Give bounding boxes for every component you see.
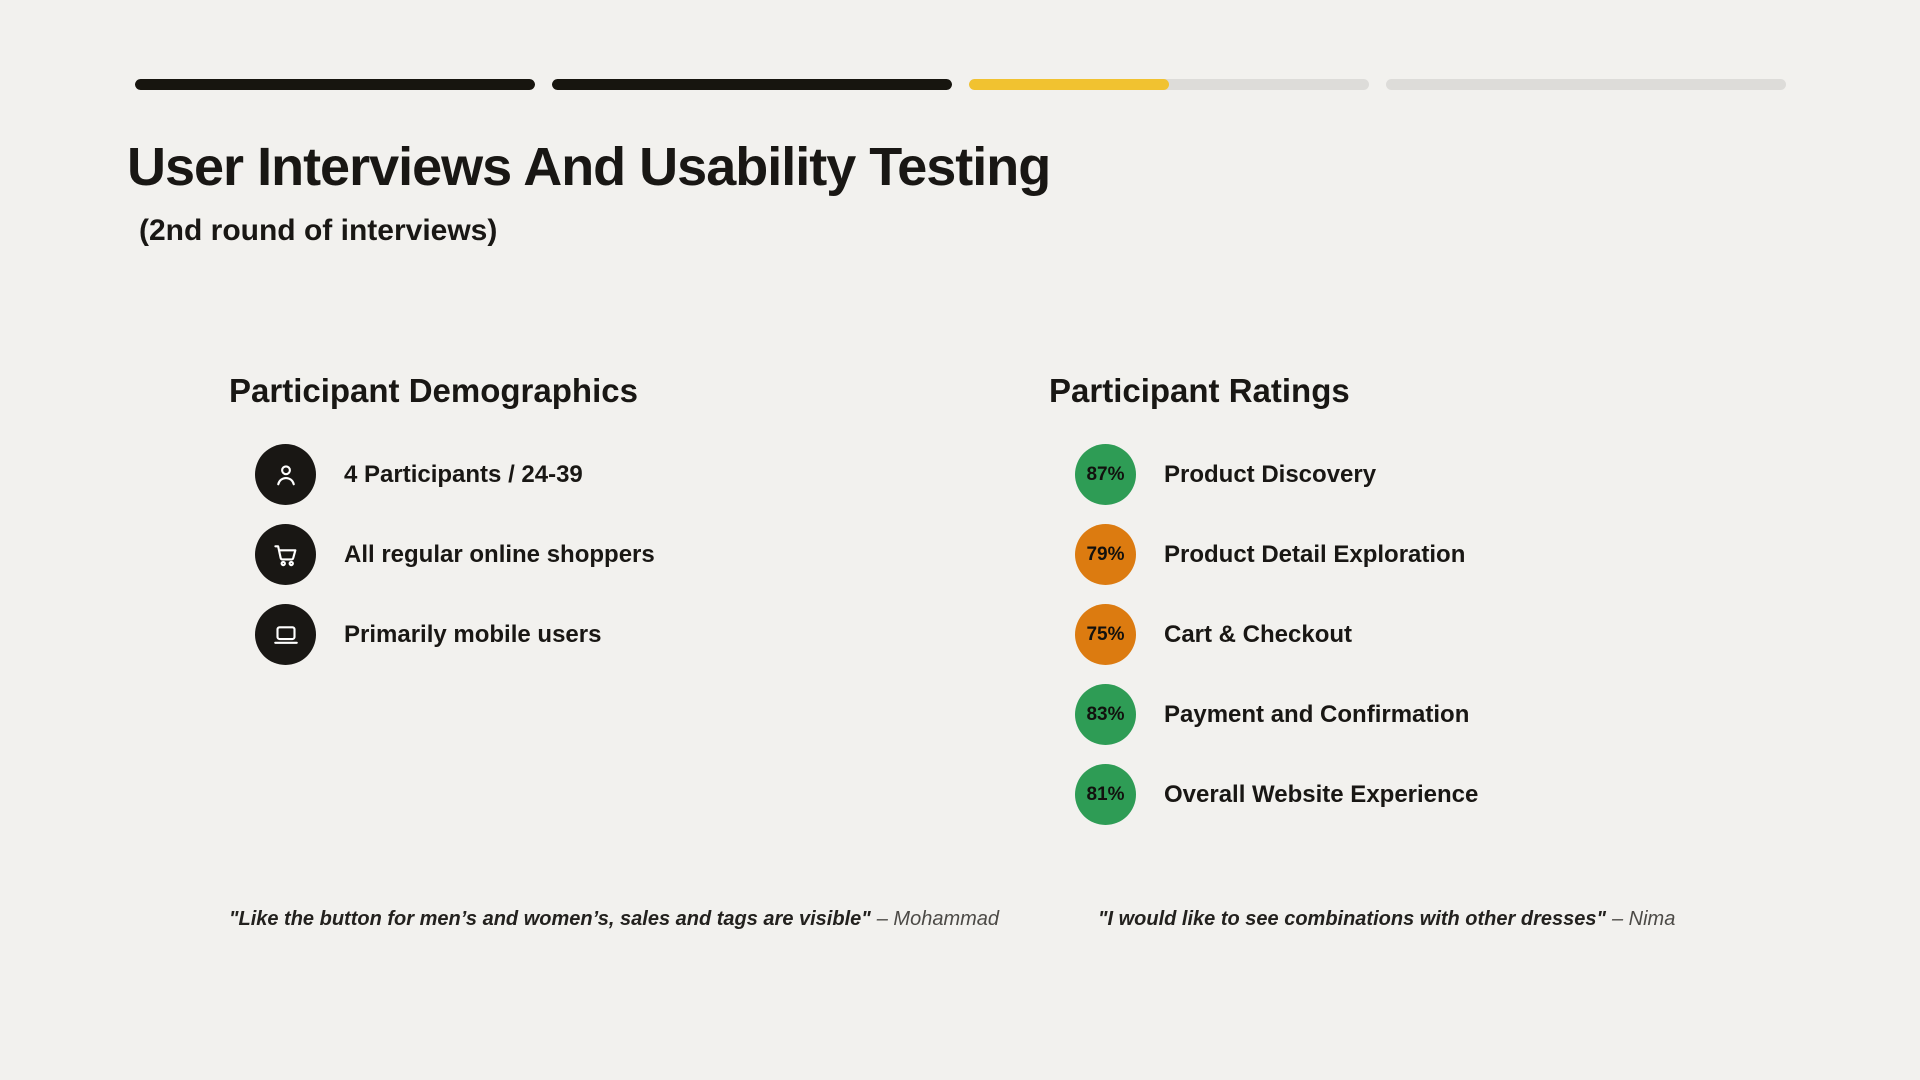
person-icon: [255, 444, 316, 505]
list-item: 81% Overall Website Experience: [1075, 764, 1478, 825]
progress-segment: [1386, 79, 1786, 90]
rating-badge: 75%: [1075, 604, 1136, 665]
cart-icon: [255, 524, 316, 585]
rating-label: Payment and Confirmation: [1164, 700, 1470, 728]
rating-label: Cart & Checkout: [1164, 620, 1353, 648]
list-item: Primarily mobile users: [255, 604, 655, 665]
page-subtitle: (2nd round of interviews): [139, 214, 498, 247]
quote-attribution: – Mohammad: [876, 908, 1000, 930]
rating-percent: 79%: [1086, 543, 1125, 565]
rating-badge: 79%: [1075, 524, 1136, 585]
page-title: User Interviews And Usability Testing: [127, 137, 1051, 197]
progress-segment: [969, 79, 1369, 90]
progress-bar: [135, 79, 1786, 90]
list-item: 75% Cart & Checkout: [1075, 604, 1478, 665]
laptop-icon: [255, 604, 316, 665]
rating-badge: 81%: [1075, 764, 1136, 825]
list-item: 83% Payment and Confirmation: [1075, 684, 1478, 745]
rating-badge: 87%: [1075, 444, 1136, 505]
rating-label: Overall Website Experience: [1164, 780, 1479, 808]
list-item: 87% Product Discovery: [1075, 444, 1478, 505]
ratings-list: 87% Product Discovery 79% Product Detail…: [1075, 444, 1478, 825]
list-item: 4 Participants / 24-39: [255, 444, 655, 505]
list-item: All regular online shoppers: [255, 524, 655, 585]
rating-label: Product Detail Exploration: [1164, 540, 1466, 568]
rating-percent: 81%: [1086, 783, 1125, 805]
progress-segment: [552, 79, 952, 90]
demographics-list: 4 Participants / 24-39 All regular onlin…: [255, 444, 655, 665]
rating-badge: 83%: [1075, 684, 1136, 745]
rating-percent: 83%: [1086, 703, 1125, 725]
quote: "I would like to see combinations with o…: [1098, 908, 1675, 931]
quote-text: "Like the button for men’s and women’s, …: [229, 908, 871, 930]
demographic-label: Primarily mobile users: [344, 620, 602, 648]
progress-fill: [969, 79, 1169, 90]
progress-fill: [135, 79, 535, 90]
rating-percent: 87%: [1086, 463, 1125, 485]
rating-percent: 75%: [1086, 623, 1125, 645]
quote: "Like the button for men’s and women’s, …: [229, 908, 999, 931]
list-item: 79% Product Detail Exploration: [1075, 524, 1478, 585]
section-heading-ratings: Participant Ratings: [1049, 372, 1350, 409]
demographic-label: All regular online shoppers: [344, 540, 655, 568]
demographic-label: 4 Participants / 24-39: [344, 460, 583, 488]
rating-label: Product Discovery: [1164, 460, 1377, 488]
quote-text: "I would like to see combinations with o…: [1098, 908, 1606, 930]
progress-segment: [135, 79, 535, 90]
progress-fill: [552, 79, 952, 90]
quote-attribution: – Nima: [1611, 908, 1676, 930]
section-heading-demographics: Participant Demographics: [229, 372, 638, 409]
